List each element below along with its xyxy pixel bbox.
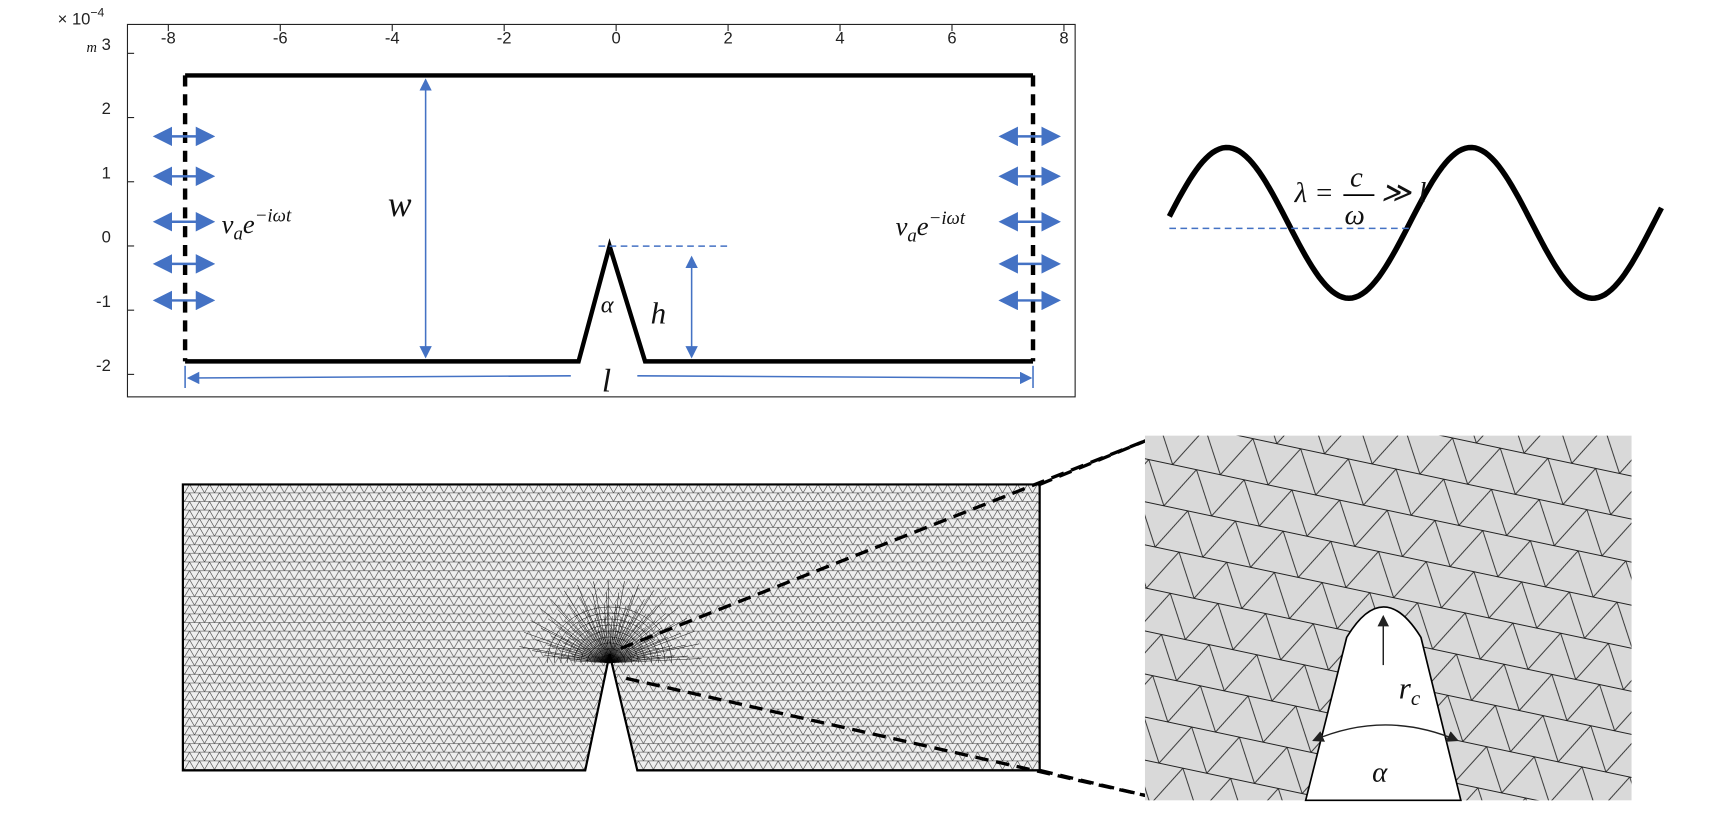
mesh-ring [573, 630, 646, 663]
label-rc: rc [1399, 670, 1421, 710]
label-w: w [388, 184, 412, 224]
mesh-edge [593, 605, 610, 663]
numerator: c [1350, 161, 1363, 193]
mesh-edge [557, 609, 610, 664]
x-tick-label: -2 [497, 28, 512, 47]
mesh-edge [557, 627, 610, 664]
mesh-edge [580, 597, 610, 663]
mesh-ring [553, 612, 666, 663]
mesh-edge [609, 655, 688, 664]
x-tick-label: -6 [273, 28, 288, 47]
mesh-edge [609, 613, 647, 664]
mesh-edge [609, 632, 682, 664]
angle-arc [1312, 724, 1459, 742]
x-tick-label: -4 [385, 28, 400, 47]
mesh-edge [609, 644, 686, 664]
wavelength-formula: λ = c ω ≫ l [1294, 161, 1427, 231]
mesh-edge [609, 605, 627, 663]
wave [1166, 144, 1664, 301]
x-tick-label: -8 [161, 28, 176, 47]
x-tick-label: 2 [723, 28, 732, 47]
mesh-edge [609, 613, 667, 664]
y-tick-label: -1 [96, 292, 111, 311]
velocity-arrows [152, 126, 1061, 311]
mesh-edge [564, 620, 610, 664]
mesh-edge [609, 636, 669, 664]
mesh-edge [570, 660, 610, 664]
mesh-edge [609, 595, 633, 663]
mesh-edge [609, 632, 630, 663]
mesh-edge [547, 644, 610, 664]
mesh-edge [609, 604, 617, 663]
mesh-edge [609, 620, 656, 664]
mesh-ring [587, 642, 633, 663]
mesh-edge [551, 636, 610, 664]
mesh-edge [535, 639, 610, 664]
mesh-edge [524, 632, 610, 664]
mesh-ring [600, 654, 619, 663]
mesh-edge [547, 618, 610, 664]
label-h: h [651, 296, 667, 331]
mesh [181, 483, 1041, 772]
mesh-edge [609, 650, 646, 664]
y-tick-label: -2 [96, 356, 111, 375]
mesh-edge [609, 631, 695, 664]
label-alpha: α [601, 292, 615, 319]
mesh-ring [580, 636, 639, 663]
mesh-edge [609, 592, 620, 663]
axis-unit: m [86, 40, 96, 56]
x-tick-label: 8 [1059, 28, 1068, 47]
mesh-edge [606, 592, 610, 663]
axis-times: × 10−4 [58, 6, 105, 29]
mesh-ring [567, 624, 652, 663]
x-tick-label: 0 [612, 28, 621, 47]
mesh-edge [573, 649, 610, 664]
y-tick-label: 1 [102, 163, 111, 182]
mesh-edge [582, 609, 610, 663]
lambda: λ = [1294, 177, 1334, 209]
mesh-edge [603, 628, 610, 663]
mesh-edge [540, 627, 610, 664]
plot-frame [126, 23, 1076, 398]
mesh-ring [560, 618, 659, 663]
mesh-edge [609, 599, 645, 663]
mesh-refinement [519, 580, 702, 664]
y-tick-label: 2 [102, 99, 111, 118]
mesh-edge [580, 639, 610, 664]
boundary-right: vae−iωt [896, 208, 966, 247]
y-tick-label: 0 [102, 228, 111, 247]
zoom-notch [1304, 606, 1462, 802]
mesh-edge [591, 631, 610, 663]
mesh-edge [609, 627, 663, 664]
mesh-edge [592, 593, 610, 663]
denominator: ω [1344, 199, 1364, 231]
relation: ≫ l [1381, 177, 1426, 209]
x-tick-label: 4 [835, 28, 844, 47]
mesh-edge [609, 628, 618, 663]
mesh-edge [603, 604, 610, 663]
label-l: l [602, 362, 611, 399]
mesh-edge [609, 655, 675, 664]
mesh-edge [609, 645, 673, 664]
mesh-edge [609, 605, 657, 664]
mesh-edge [544, 654, 610, 664]
boundary-left: vae−iωt [222, 206, 292, 245]
label-alpha-zoom: α [1372, 756, 1388, 788]
zoom-lines [620, 438, 1148, 798]
mesh-edge [532, 650, 610, 664]
x-tick-label: 6 [947, 28, 956, 47]
mesh-edge [573, 613, 610, 664]
mesh-edge [609, 609, 638, 663]
mesh-ring [593, 648, 626, 663]
y-tick-label: 3 [102, 35, 111, 54]
mesh-edge [567, 602, 610, 664]
dimension-lines [184, 78, 1034, 388]
mesh-edge [609, 640, 640, 664]
